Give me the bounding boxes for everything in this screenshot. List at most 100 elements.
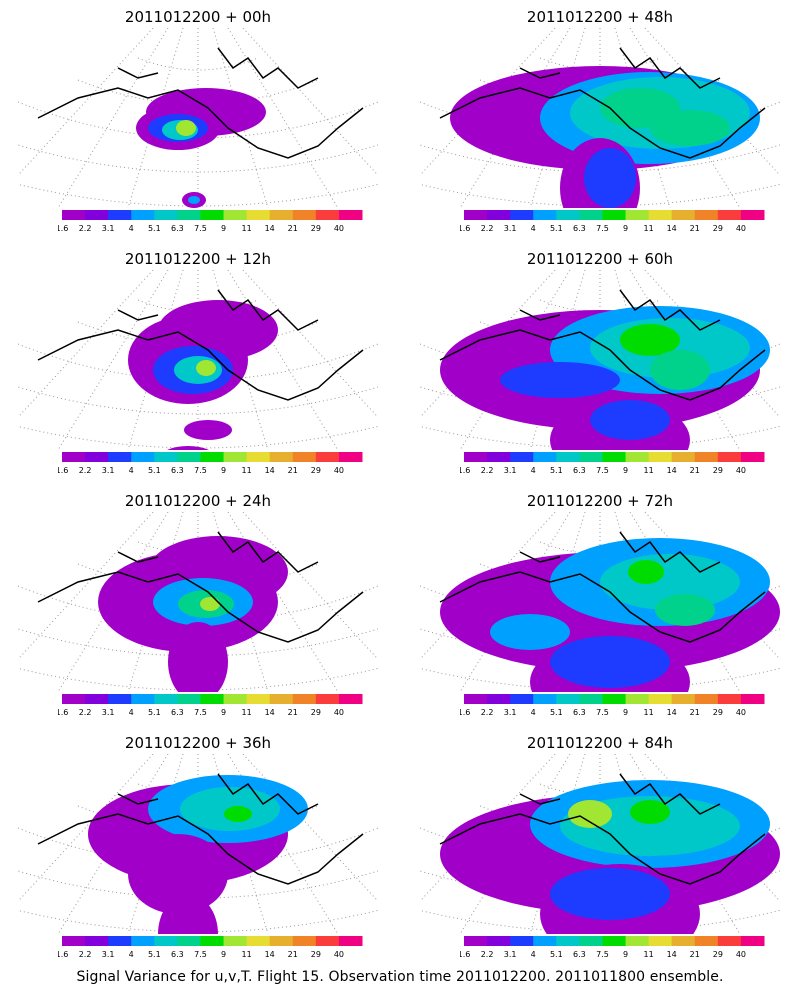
colorbar-label: 21 xyxy=(288,224,298,233)
colorbar-swatch xyxy=(648,936,673,946)
colorbar-swatch xyxy=(223,452,248,462)
variance-contour xyxy=(490,614,570,650)
forecast-panel: 2011012200 + 24h 1.6 2.2 3.1 4 5.1 6.3 7.5 9 11 14… xyxy=(18,492,378,722)
colorbar-swatch xyxy=(269,210,294,220)
colorbar-swatch xyxy=(487,694,511,704)
colorbar-label: 2.2 xyxy=(481,466,494,475)
colorbar-swatch xyxy=(671,936,696,946)
colorbar-label: 9 xyxy=(623,466,628,475)
variance-contour xyxy=(224,806,252,822)
colorbar-swatch xyxy=(292,452,317,462)
graticule-arc xyxy=(539,299,661,313)
colorbar-swatch xyxy=(625,452,650,462)
colorbar: 1.6 2.2 3.1 4 5.1 6.3 7.5 9 11 14 21 29 40 xyxy=(460,452,765,475)
colorbar-label: 14 xyxy=(667,466,677,475)
colorbar-label: 5.1 xyxy=(550,950,563,959)
colorbar-label: 7.5 xyxy=(596,466,609,475)
coastline xyxy=(439,773,766,885)
graticule-meridian xyxy=(18,512,154,661)
panel-title: 2011012200 + 24h xyxy=(124,492,272,510)
colorbar-label: 4 xyxy=(531,708,536,717)
colorbar-swatch xyxy=(131,694,155,704)
colorbar-label: 14 xyxy=(265,466,275,475)
polar-map xyxy=(18,754,378,934)
colorbar-label: 3.1 xyxy=(504,466,517,475)
colorbar-label: 2.2 xyxy=(481,224,494,233)
colorbar-swatch xyxy=(292,694,317,704)
colorbar-swatch xyxy=(740,210,765,220)
colorbar-label: 9 xyxy=(623,224,628,233)
colorbar-label: 14 xyxy=(265,224,275,233)
colorbar-label: 40 xyxy=(736,708,746,717)
graticule-meridian xyxy=(242,270,378,419)
colorbar-label: 21 xyxy=(690,224,700,233)
coastline xyxy=(439,531,766,643)
colorbar-swatch xyxy=(740,694,765,704)
graticule-arc xyxy=(137,57,259,71)
panel-title: 2011012200 + 72h xyxy=(526,492,674,510)
forecast-panel: 2011012200 + 12h 1.6 2.2 3.1 4 5.1 6.3 7.5 9 11 14… xyxy=(18,250,378,480)
colorbar-swatch xyxy=(292,210,317,220)
colorbar-label: 4 xyxy=(129,950,134,959)
graticule-meridian xyxy=(127,512,184,692)
graticule-meridian xyxy=(127,28,184,208)
colorbar-label: 5.1 xyxy=(148,708,161,717)
colorbar-swatch xyxy=(533,452,557,462)
figure-caption: Signal Variance for u,v,T. Flight 15. Ob… xyxy=(76,969,724,985)
variance-contour xyxy=(176,120,196,136)
colorbar-label: 6.3 xyxy=(171,466,184,475)
colorbar-swatch xyxy=(625,936,650,946)
panel-title: 2011012200 + 00h xyxy=(124,8,272,26)
graticule-meridian xyxy=(420,512,556,661)
colorbar-label: 2.2 xyxy=(79,950,92,959)
colorbar-label: 11 xyxy=(644,466,654,475)
colorbar-swatch xyxy=(269,694,294,704)
colorbar: 1.6 2.2 3.1 4 5.1 6.3 7.5 9 11 14 21 29 40 xyxy=(460,694,765,717)
colorbar-label: 7.5 xyxy=(194,224,207,233)
colorbar-label: 9 xyxy=(221,224,226,233)
colorbar-swatch xyxy=(648,452,673,462)
colorbar-label: 21 xyxy=(288,708,298,717)
graticule-meridian xyxy=(127,754,184,934)
graticule-meridian xyxy=(242,28,378,177)
colorbar-label: 3.1 xyxy=(102,708,115,717)
colorbar-swatch xyxy=(694,210,719,220)
graticule-meridian xyxy=(18,28,154,177)
colorbar-swatch xyxy=(579,694,603,704)
colorbar-label: 4 xyxy=(531,950,536,959)
colorbar-label: 14 xyxy=(667,708,677,717)
colorbar-label: 11 xyxy=(242,950,252,959)
colorbar-label: 1.6 xyxy=(460,466,470,475)
colorbar-swatch xyxy=(108,936,132,946)
graticule-meridian xyxy=(212,512,269,692)
colorbar-swatch xyxy=(200,694,225,704)
colorbar-swatch xyxy=(269,452,294,462)
coastline xyxy=(439,47,766,159)
colorbar-label: 6.3 xyxy=(171,708,184,717)
graticule-meridian xyxy=(18,754,154,903)
colorbar-swatch xyxy=(315,694,340,704)
colorbar-label: 40 xyxy=(334,708,344,717)
colorbar-label: 3.1 xyxy=(504,950,517,959)
variance-contour xyxy=(568,800,612,828)
forecast-panel: 2011012200 + 36h 1.6 2.2 3.1 4 5.1 6.3 7.5 9 11 14… xyxy=(18,734,378,964)
colorbar-swatch xyxy=(246,694,271,704)
colorbar-label: 1.6 xyxy=(460,708,470,717)
colorbar-label: 29 xyxy=(713,224,723,233)
polar-map xyxy=(420,270,780,450)
colorbar-swatch xyxy=(62,210,86,220)
colorbar-label: 1.6 xyxy=(460,224,470,233)
forecast-panel: 2011012200 + 60h 1.6 2.2 3.1 4 5.1 6.3 7.5 9 11 14… xyxy=(420,250,780,480)
colorbar-swatch xyxy=(602,210,627,220)
colorbar-swatch xyxy=(223,210,248,220)
colorbar-swatch xyxy=(62,936,86,946)
forecast-panel: 2011012200 + 84h 1.6 2.2 3.1 4 5.1 6.3 7.5 9 11 14… xyxy=(420,734,780,964)
colorbar-label: 4 xyxy=(129,466,134,475)
colorbar-label: 11 xyxy=(242,466,252,475)
polar-map xyxy=(420,28,780,208)
colorbar-swatch xyxy=(154,936,178,946)
colorbar-swatch xyxy=(338,210,363,220)
colorbar-label: 7.5 xyxy=(596,708,609,717)
colorbar-swatch xyxy=(671,452,696,462)
colorbar-swatch xyxy=(338,452,363,462)
